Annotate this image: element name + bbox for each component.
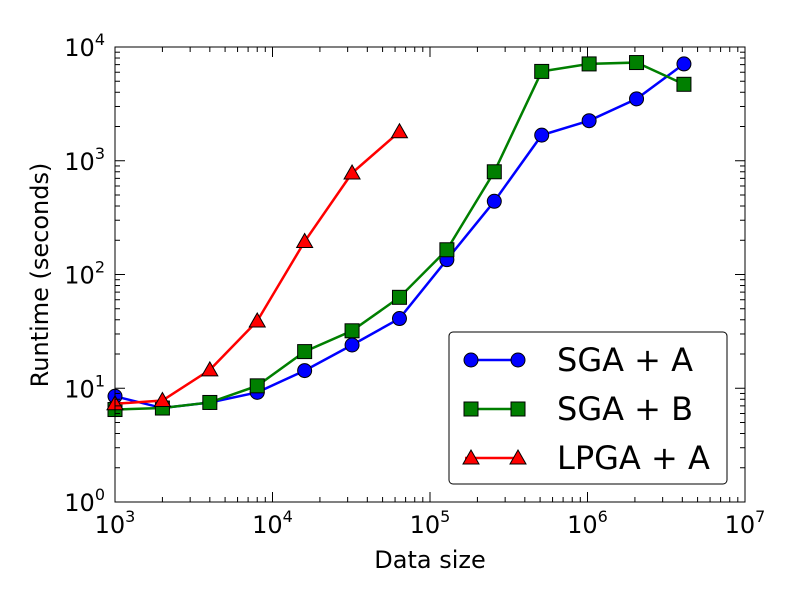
y-tick-label: 102 [64,258,105,290]
data-point [343,164,361,180]
legend-marker [510,352,526,368]
data-point [629,91,645,107]
data-point [344,337,360,353]
y-axis-label: Runtime (seconds) [26,163,54,388]
data-point [581,113,597,129]
x-tick-label: 104 [252,507,293,539]
data-point [390,122,409,139]
data-point [295,232,314,249]
data-point [200,360,219,377]
legend: SGA + A SGA + B LPGA + A [448,331,728,485]
series-layer [106,55,692,418]
legend-marker [463,352,479,368]
legend-marker [462,448,480,465]
y-tick-label: 101 [64,371,105,403]
data-point [439,242,455,258]
x-tick-label: 103 [95,507,136,539]
data-point [344,323,360,339]
x-tick-label: 107 [725,507,766,539]
legend-entry: SGA + B [463,390,693,428]
legend-entry: LPGA + A [462,439,710,477]
data-point [676,56,692,72]
legend-box [448,331,728,485]
x-tick-label: 105 [410,507,451,539]
data-point [676,76,692,92]
data-point [297,344,313,360]
legend-marker [510,401,526,417]
legend-label: SGA + B [557,390,693,428]
data-point [486,164,502,180]
data-point [534,127,550,143]
data-point [153,391,172,408]
ticks-layer: 103 104 105 106 107 100 101 102 103 104 [64,30,765,539]
data-point [391,289,407,305]
legend-marker [463,401,479,417]
data-point [581,56,597,72]
data-point [297,363,313,379]
legend-marker [509,448,527,465]
legend-entry: SGA + A [463,341,693,379]
x-tick-label: 106 [567,507,608,539]
y-tick-label: 100 [64,485,105,517]
data-point [249,378,265,394]
data-point [534,63,550,79]
legend-label: SGA + A [557,341,693,379]
y-tick-label: 103 [64,144,105,176]
legend-label: LPGA + A [557,439,710,477]
data-point [486,193,502,209]
data-point [202,394,218,410]
data-point [391,311,407,327]
data-point [629,55,645,71]
y-tick-label: 104 [64,30,105,62]
data-point [248,312,267,328]
x-axis-label: Data size [374,546,485,574]
